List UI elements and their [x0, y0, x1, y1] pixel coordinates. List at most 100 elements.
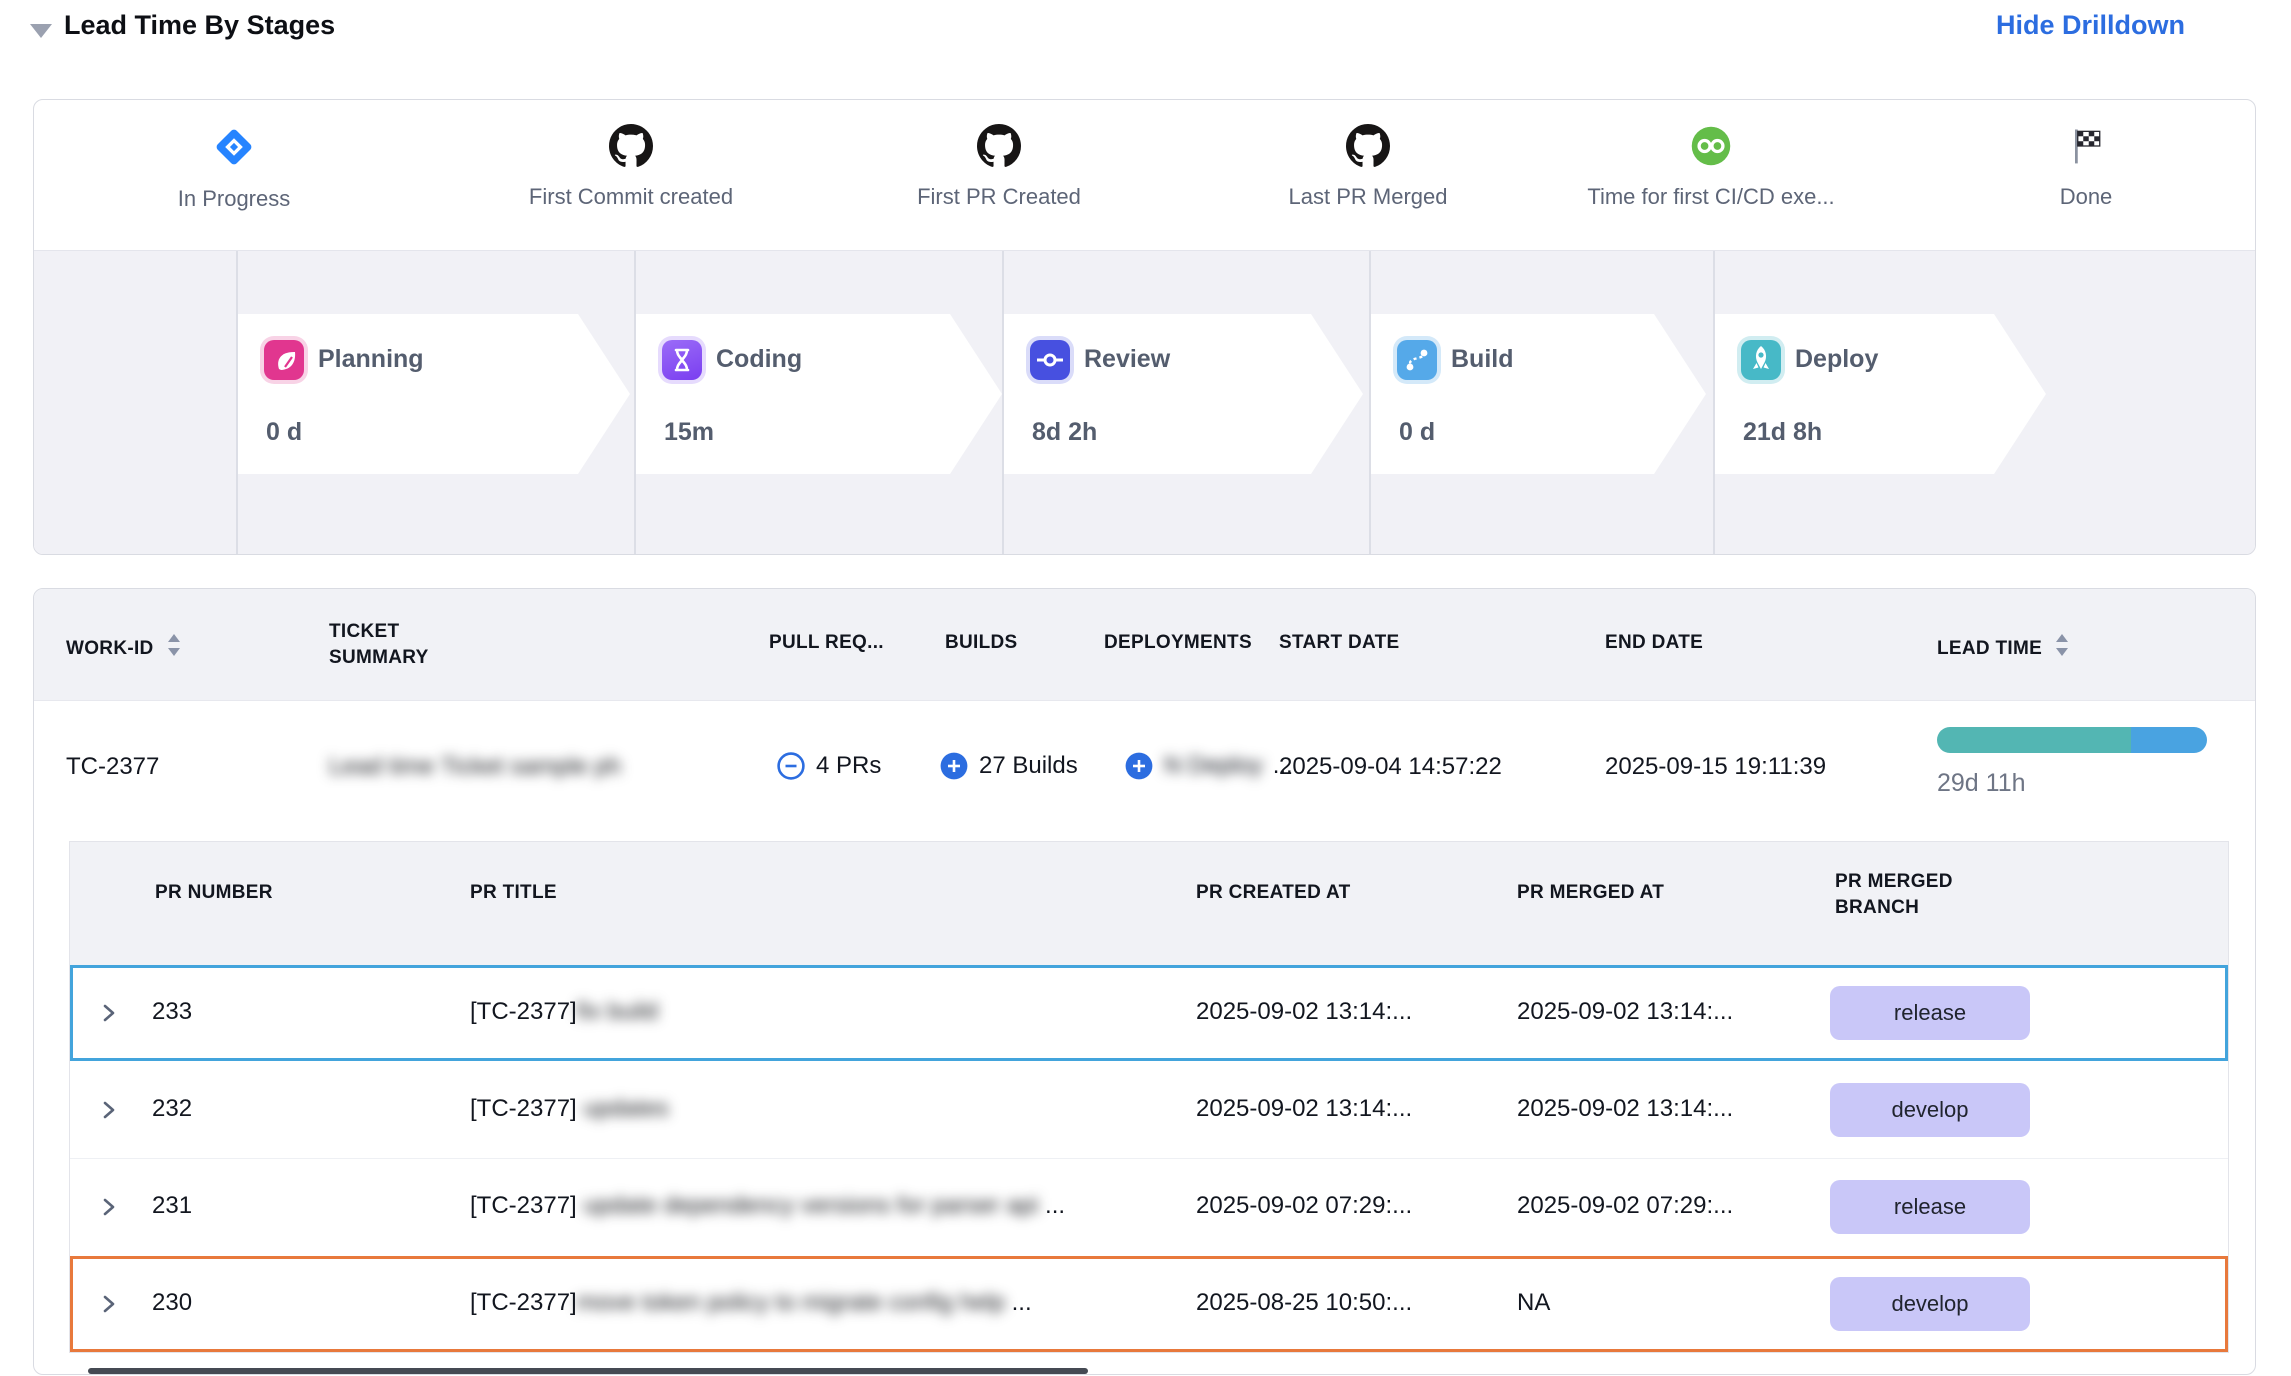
- lead-time-bar: [1937, 727, 2207, 753]
- stage-name: Deploy: [1795, 345, 1878, 374]
- pr-created-at: 2025-08-25 10:50:...: [1196, 1289, 1412, 1317]
- rocket-icon: [1741, 340, 1781, 380]
- milestone-done: Done: [1936, 124, 2236, 210]
- stage-card-deploy: Deploy 21d 8h: [1715, 314, 2046, 474]
- pr-created-at: 2025-09-02 13:14:...: [1196, 1095, 1412, 1123]
- col-pull-requests: PULL REQ...: [769, 632, 884, 654]
- stage-divider: [1713, 251, 1715, 555]
- stage-duration: 0 d: [1399, 418, 1435, 447]
- work-item-row[interactable]: TC-2377 Lead time Ticket sample ph 4 PRs…: [34, 701, 2255, 834]
- milestone-label: Time for first CI/CD exe...: [1561, 184, 1861, 210]
- pr-number: 231: [152, 1192, 192, 1220]
- sort-icon[interactable]: [2054, 632, 2070, 664]
- chevron-right-icon[interactable]: [98, 1196, 120, 1223]
- milestone-in-progress: In Progress: [84, 124, 384, 212]
- deployments-count-redacted: N Deploy: [1164, 752, 1263, 780]
- branch-badge: develop: [1830, 1277, 2030, 1331]
- pull-requests-count: 4 PRs: [816, 752, 881, 780]
- commit-icon: [1030, 340, 1070, 380]
- col-deployments: DEPLOYMENTS: [1104, 632, 1252, 654]
- github-icon: [977, 124, 1021, 168]
- github-icon: [609, 124, 653, 168]
- stage-divider: [634, 251, 636, 555]
- pull-requests-toggle[interactable]: 4 PRs: [776, 751, 881, 781]
- col-pr-number: PR NUMBER: [155, 882, 273, 904]
- col-pr-merged-at: PR MERGED AT: [1517, 882, 1664, 904]
- hourglass-icon: [662, 340, 702, 380]
- chevron-right-icon[interactable]: [98, 1002, 120, 1029]
- pr-row-230[interactable]: 230 [TC-2377]move token policy to migrat…: [70, 1256, 2228, 1352]
- stage-divider: [236, 251, 238, 555]
- pr-title: [TC-2377] updates: [470, 1095, 669, 1123]
- col-ticket-summary: TICKET SUMMARY: [329, 619, 479, 671]
- stage-name: Review: [1084, 345, 1170, 374]
- pr-title: [TC-2377]move token policy to migrate co…: [470, 1289, 1032, 1317]
- ticket-summary-redacted: Lead time Ticket sample ph: [329, 753, 621, 781]
- branch-badge: release: [1830, 986, 2030, 1040]
- stage-card-build: Build 0 d: [1371, 314, 1706, 474]
- col-lead-time: LEAD TIME: [1937, 632, 2070, 664]
- stage-duration: 0 d: [266, 418, 302, 447]
- pr-title: [TC-2377]fix build: [470, 998, 658, 1026]
- jira-status-icon: [211, 124, 257, 170]
- milestone-label: First Commit created: [481, 184, 781, 210]
- collapse-section-icon[interactable]: [30, 24, 52, 38]
- stage-name: Coding: [716, 345, 802, 374]
- stage-card-planning: Planning 0 d: [238, 314, 630, 474]
- pr-row-232[interactable]: 232 [TC-2377] updates 2025-09-02 13:14:.…: [70, 1062, 2228, 1158]
- col-start-date: START DATE: [1279, 632, 1400, 654]
- stage-card-coding: Coding 15m: [636, 314, 1002, 474]
- lead-time-bar-segment: [2131, 727, 2207, 753]
- col-pr-merged-branch: PR MERGED BRANCH: [1835, 869, 1975, 921]
- pr-merged-at: 2025-09-02 07:29:...: [1517, 1192, 1733, 1220]
- stage-name: Build: [1451, 345, 1514, 374]
- pr-row-233[interactable]: 233 [TC-2377]fix build 2025-09-02 13:14:…: [70, 965, 2228, 1061]
- branch-badge: release: [1830, 1180, 2030, 1234]
- milestone-label: Last PR Merged: [1218, 184, 1518, 210]
- chevron-right-icon[interactable]: [98, 1293, 120, 1320]
- pr-created-at: 2025-09-02 13:14:...: [1196, 998, 1412, 1026]
- pr-merged-at: NA: [1517, 1289, 1550, 1317]
- builds-toggle[interactable]: 27 Builds: [939, 751, 1078, 781]
- sort-icon[interactable]: [166, 632, 182, 664]
- milestone-label: In Progress: [84, 186, 384, 212]
- lead-time-bar-segment: [1937, 727, 2131, 753]
- work-table-header: WORK-ID TICKET SUMMARY PULL REQ... BUILD…: [34, 589, 2255, 701]
- stage-band: Planning 0 d Coding 15m Review 8d 2h Bui…: [34, 250, 2255, 555]
- branch-badge: develop: [1830, 1083, 2030, 1137]
- pr-merged-at: 2025-09-02 13:14:...: [1517, 1095, 1733, 1123]
- pr-merged-at: 2025-09-02 13:14:...: [1517, 998, 1733, 1026]
- hide-drilldown-link[interactable]: Hide Drilldown: [1996, 10, 2185, 41]
- start-date: 2025-09-04 14:57:22: [1279, 753, 1502, 781]
- stage-duration: 8d 2h: [1032, 418, 1097, 447]
- col-builds: BUILDS: [945, 632, 1018, 654]
- stage-divider: [1002, 251, 1004, 555]
- pr-created-at: 2025-09-02 07:29:...: [1196, 1192, 1412, 1220]
- expand-circle-icon: [1124, 751, 1154, 781]
- work-items-table: WORK-ID TICKET SUMMARY PULL REQ... BUILD…: [33, 588, 2256, 1375]
- milestone-first-pr: First PR Created: [849, 124, 1149, 210]
- end-date: 2025-09-15 19:11:39: [1605, 753, 1826, 781]
- deployments-toggle[interactable]: N Deploy ...: [1124, 751, 1293, 781]
- work-id: TC-2377: [66, 753, 159, 781]
- chevron-right-icon[interactable]: [98, 1099, 120, 1126]
- pr-row-231[interactable]: 231 [TC-2377] update dependency versions…: [70, 1159, 2228, 1255]
- pr-number: 232: [152, 1095, 192, 1123]
- builds-count: 27 Builds: [979, 752, 1078, 780]
- col-work-id: WORK-ID: [66, 632, 182, 664]
- pr-table-header: PR NUMBER PR TITLE PR CREATED AT PR MERG…: [70, 842, 2228, 965]
- milestone-label: First PR Created: [849, 184, 1149, 210]
- pr-title: [TC-2377] update dependency versions for…: [470, 1192, 1065, 1220]
- milestone-first-commit: First Commit created: [481, 124, 781, 210]
- col-pr-created-at: PR CREATED AT: [1196, 882, 1351, 904]
- stage-duration: 21d 8h: [1743, 418, 1822, 447]
- collapse-circle-icon: [776, 751, 806, 781]
- expand-circle-icon: [939, 751, 969, 781]
- horizontal-scrollbar-thumb[interactable]: [88, 1368, 1088, 1374]
- col-pr-title: PR TITLE: [470, 882, 557, 904]
- milestone-cicd: Time for first CI/CD exe...: [1561, 124, 1861, 210]
- stage-card-review: Review 8d 2h: [1004, 314, 1363, 474]
- lead-time-value: 29d 11h: [1937, 769, 2026, 798]
- finish-flag-icon: [2064, 124, 2108, 168]
- pipeline-icon: [1397, 340, 1437, 380]
